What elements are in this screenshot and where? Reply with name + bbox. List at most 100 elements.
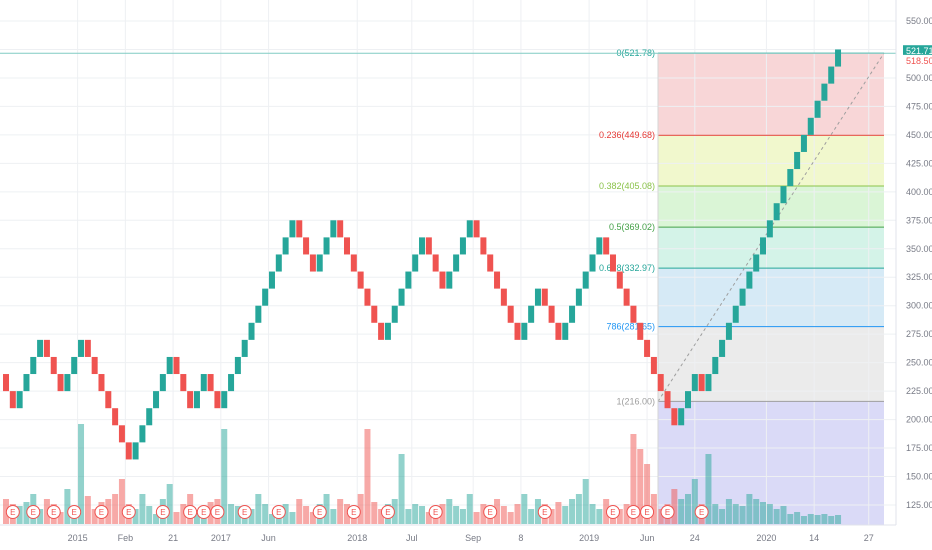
renko-brick-down <box>480 237 487 255</box>
volume-bar <box>630 434 637 524</box>
renko-brick-down <box>105 391 112 409</box>
renko-brick-down <box>364 288 371 306</box>
volume-bar <box>323 494 330 524</box>
time-axis-tick: 27 <box>864 533 874 543</box>
volume-bar <box>228 504 235 524</box>
volume-bar <box>405 509 412 524</box>
volume-bar <box>344 504 350 524</box>
volume-bar <box>64 489 71 524</box>
time-axis[interactable]: r2015Feb212017Jun2018JulSep82019Jun24202… <box>0 533 874 543</box>
fibonacci-zones <box>658 53 884 525</box>
earnings-marker <box>694 505 709 519</box>
fib-label-0.5: 0.5(369.02) <box>609 222 655 232</box>
earnings-marker <box>26 505 41 519</box>
renko-brick-down <box>357 271 364 289</box>
renko-brick-up <box>405 271 412 289</box>
renko-brick-up <box>268 271 275 289</box>
renko-brick-up <box>166 356 173 375</box>
volume-bar <box>528 509 535 524</box>
earnings-marker-label: E <box>215 508 220 517</box>
volume-bar <box>166 484 173 524</box>
time-axis-tick: Sep <box>465 533 481 543</box>
renko-brick-up <box>255 305 262 323</box>
renko-brick-up <box>821 83 828 101</box>
volume-bar <box>453 506 460 524</box>
renko-brick-up <box>569 305 576 323</box>
volume-bar <box>814 515 821 524</box>
renko-brick-down <box>337 220 344 238</box>
renko-brick-down <box>187 391 194 409</box>
volume-bar <box>616 509 623 524</box>
renko-brick-up <box>746 271 753 289</box>
volume-bar <box>419 506 426 524</box>
renko-brick-up <box>139 425 146 443</box>
time-axis-tick: Feb <box>118 533 134 543</box>
renko-brick-up <box>534 288 541 306</box>
renko-brick-up <box>275 254 282 272</box>
renko-brick-up <box>691 374 698 392</box>
price-tag-fill <box>903 45 932 58</box>
volume-bar <box>91 509 98 524</box>
earnings-marker-label: E <box>10 508 15 517</box>
volume-bar <box>37 509 44 524</box>
earnings-marker-label: E <box>317 508 322 517</box>
renko-brick-down <box>371 305 378 323</box>
renko-brick-up <box>732 305 739 323</box>
volume-bar <box>582 479 589 524</box>
fib-label-0.786: 786(281.65) <box>606 322 655 332</box>
volume-bar <box>521 494 528 524</box>
volume-bar <box>480 504 487 524</box>
renko-brick-up <box>446 271 453 289</box>
volume-bar <box>835 515 842 524</box>
volume-bar <box>112 494 119 524</box>
earnings-marker <box>183 505 198 519</box>
volume-bar <box>289 512 296 524</box>
earnings-marker <box>428 505 443 519</box>
time-axis-tick: 24 <box>690 533 700 543</box>
renko-brick-up <box>221 391 228 409</box>
volume-bar <box>337 499 344 524</box>
renko-brick-up <box>800 134 807 152</box>
volume-bar <box>364 429 371 524</box>
renko-brick-down <box>541 288 548 306</box>
renko-brick-down <box>609 254 616 272</box>
price-axis-tick: 400.00 <box>906 187 932 197</box>
volume-bar <box>575 494 582 524</box>
earnings-marker <box>155 505 170 519</box>
time-axis-tick: Jul <box>406 533 418 543</box>
renko-brick-down <box>644 339 651 357</box>
earnings-marker-label: E <box>99 508 104 517</box>
renko-brick-down <box>112 408 119 426</box>
price-axis-tick: 225.00 <box>906 386 932 396</box>
volume-bar <box>473 512 480 524</box>
price-axis-tick: 200.00 <box>906 415 932 425</box>
volume-bar <box>671 489 678 524</box>
renko-brick-up <box>241 339 248 357</box>
price-axis-tick: 275.00 <box>906 329 932 339</box>
renko-brick-down <box>214 391 221 409</box>
renko-brick-down <box>507 305 514 323</box>
price-axis-tick: 450.00 <box>906 130 932 140</box>
renko-brick-down <box>555 322 562 340</box>
volume-bar <box>657 509 664 524</box>
earnings-marker-label: E <box>160 508 165 517</box>
earnings-marker-label: E <box>51 508 56 517</box>
renko-brick-up <box>705 374 712 392</box>
volume-bar <box>296 499 303 524</box>
renko-brick-down <box>698 374 705 392</box>
renko-brick-down <box>671 408 678 426</box>
time-axis-tick: 8 <box>518 533 523 543</box>
earnings-marker-label: E <box>644 508 649 517</box>
volume-bar <box>773 509 780 524</box>
renko-brick-down <box>207 374 214 392</box>
volume-bar <box>139 494 146 524</box>
renko-brick-up <box>412 254 419 272</box>
renko-brick-up <box>228 374 235 392</box>
fib-label-0.236: 0.236(449.68) <box>599 130 655 140</box>
renko-brick-up <box>807 117 814 135</box>
renko-brick-down <box>664 391 671 409</box>
renko-brick-down <box>425 237 432 255</box>
renko-brick-down <box>378 322 385 340</box>
